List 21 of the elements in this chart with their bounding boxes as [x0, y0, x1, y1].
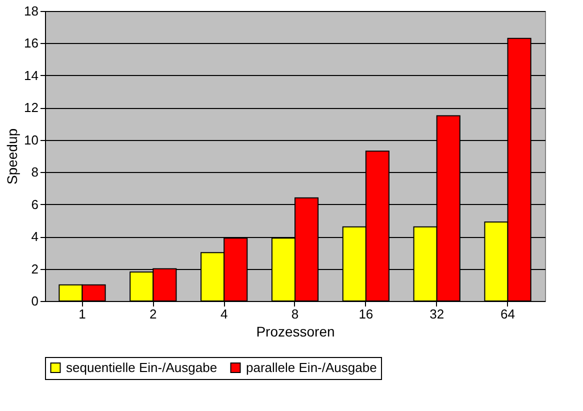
y-tick-label: 16	[24, 36, 38, 51]
y-tick-label: 8	[31, 164, 38, 180]
x-tick-label: 8	[291, 306, 299, 322]
x-tick-label: 16	[358, 306, 374, 322]
x-axis-title: Prozessoren	[256, 324, 335, 340]
x-tick-label: 32	[430, 306, 444, 322]
y-tick-label: 0	[31, 294, 38, 308]
y-tick-label: 4	[31, 229, 38, 244]
y-tick-label: 6	[31, 196, 38, 212]
x-tick-label: 2	[150, 306, 157, 322]
y-tick-label: 14	[24, 68, 38, 83]
y-tick-label: 18	[24, 4, 38, 18]
x-tick-label: 4	[220, 306, 228, 322]
y-tick-label: 12	[24, 100, 38, 116]
y-tick-label: 2	[31, 261, 38, 276]
x-tick-label: 1	[78, 306, 86, 322]
x-tick-label: 64	[500, 306, 515, 322]
legend-label: parallele Ein-/Ausgabe	[246, 360, 377, 375]
y-tick-label: 10	[24, 132, 38, 148]
legend-label: sequentielle Ein-/Ausgabe	[66, 360, 218, 375]
y-axis-title: Speedup	[4, 128, 20, 185]
